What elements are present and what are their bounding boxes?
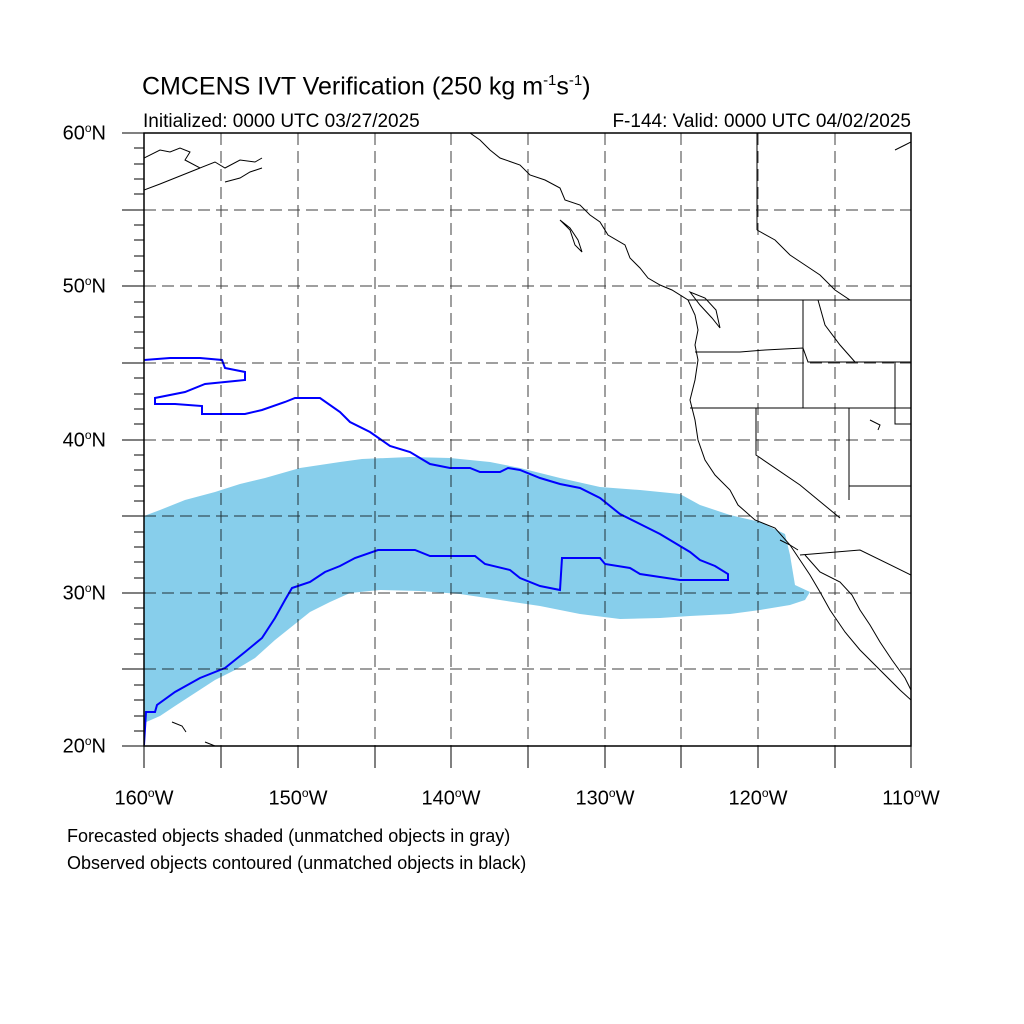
observed-legend-note: Observed objects contoured (unmatched ob… [67, 853, 527, 873]
title-close: ) [582, 72, 591, 101]
initialized-time: Initialized: 0000 UTC 03/27/2025 [143, 111, 420, 132]
title-main: CMCENS IVT Verification (250 kg m [142, 72, 544, 101]
title-exponent-2: -1 [568, 72, 583, 89]
title-mid: s [556, 72, 569, 101]
lon-label-160w: 160oW [114, 786, 174, 810]
forecast-ivt-object [144, 457, 810, 723]
political-boundaries [688, 133, 911, 576]
lon-label-150w: 150oW [268, 786, 328, 810]
lat-label-60: 60oN [62, 121, 106, 145]
valid-time: F-144: Valid: 0000 UTC 04/02/2025 [612, 111, 911, 132]
observed-ivt-contour [144, 357, 729, 746]
title-exponent-1: -1 [543, 72, 557, 89]
lat-label-50: 50oN [62, 274, 106, 298]
map-title: CMCENS IVT Verification (250 kg m-1s-1) [142, 72, 591, 101]
axis-ticks [122, 132, 912, 768]
lon-label-140w: 140oW [421, 786, 481, 810]
lat-label-40: 40oN [62, 428, 106, 452]
lat-label-20: 20oN [62, 734, 106, 758]
lon-label-130w: 130oW [575, 786, 635, 810]
forecast-legend-note: Forecasted objects shaded (unmatched obj… [67, 826, 511, 846]
lat-lon-grid [144, 133, 911, 746]
lon-label-120w: 120oW [728, 786, 788, 810]
lat-label-30: 30oN [62, 581, 106, 605]
lon-label-110w: 110oW [882, 786, 940, 810]
